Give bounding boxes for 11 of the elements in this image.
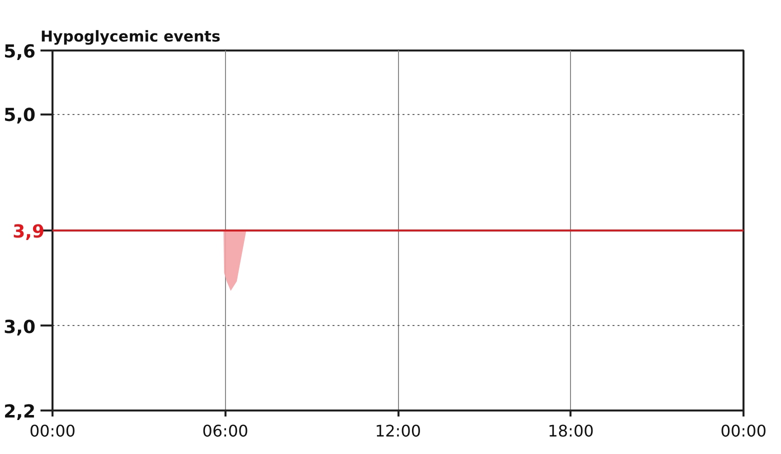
ref-line-label: 3,9 <box>12 222 45 242</box>
chart-title: Hypoglycemic events <box>40 28 220 46</box>
x-tick-label: 06:00 <box>202 422 248 440</box>
x-tick-label: 00:00 <box>29 422 76 440</box>
y-tick-label: 2,2 <box>4 402 36 422</box>
y-tick-label: 3,0 <box>4 316 36 338</box>
x-tick-label: 12:00 <box>374 422 422 440</box>
y-tick-label: 5,0 <box>4 105 36 126</box>
y-tick-label: 5,6 <box>4 42 36 62</box>
x-tick-label: 18:00 <box>548 422 594 440</box>
x-tick-label: 00:00 <box>720 422 767 440</box>
